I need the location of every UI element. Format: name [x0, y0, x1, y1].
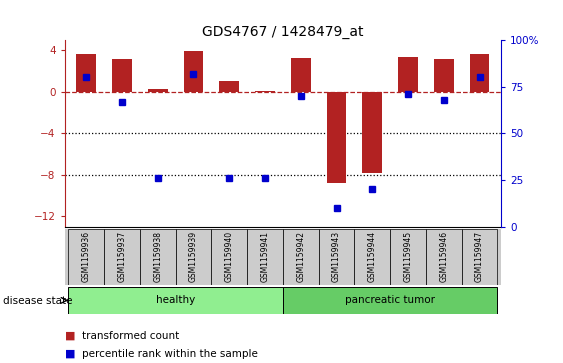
Text: disease state: disease state — [3, 295, 72, 306]
Text: ■: ■ — [65, 331, 75, 341]
Text: GSM1159943: GSM1159943 — [332, 231, 341, 282]
Bar — [247, 229, 283, 285]
Bar — [327, 92, 346, 183]
Bar — [184, 51, 203, 92]
Text: GSM1159946: GSM1159946 — [439, 231, 448, 282]
Text: GSM1159945: GSM1159945 — [404, 231, 413, 282]
Text: GSM1159944: GSM1159944 — [368, 231, 377, 282]
Bar — [363, 92, 382, 173]
Bar — [462, 229, 498, 285]
Text: GSM1159941: GSM1159941 — [261, 231, 270, 282]
Text: GSM1159947: GSM1159947 — [475, 231, 484, 282]
Bar — [398, 57, 418, 92]
Bar — [68, 287, 283, 314]
Text: GSM1159942: GSM1159942 — [296, 231, 305, 282]
Text: GSM1159938: GSM1159938 — [153, 231, 162, 282]
Bar — [77, 54, 96, 92]
Title: GDS4767 / 1428479_at: GDS4767 / 1428479_at — [202, 25, 364, 39]
Text: percentile rank within the sample: percentile rank within the sample — [82, 349, 257, 359]
Bar — [220, 81, 239, 92]
Bar — [283, 287, 498, 314]
Text: healthy: healthy — [156, 295, 195, 305]
Bar — [211, 229, 247, 285]
Bar — [355, 229, 390, 285]
Bar — [319, 229, 355, 285]
Bar — [68, 229, 104, 285]
Bar — [291, 58, 311, 92]
Bar — [104, 229, 140, 285]
Text: GSM1159940: GSM1159940 — [225, 231, 234, 282]
Text: ■: ■ — [65, 349, 75, 359]
Bar — [112, 58, 132, 92]
Bar — [283, 229, 319, 285]
Bar — [390, 229, 426, 285]
Bar — [470, 54, 489, 92]
Text: GSM1159937: GSM1159937 — [118, 231, 127, 282]
Bar — [434, 58, 454, 92]
Bar — [148, 89, 168, 92]
Text: transformed count: transformed count — [82, 331, 179, 341]
Text: GSM1159936: GSM1159936 — [82, 231, 91, 282]
Bar — [426, 229, 462, 285]
Text: GSM1159939: GSM1159939 — [189, 231, 198, 282]
Bar — [176, 229, 211, 285]
Text: pancreatic tumor: pancreatic tumor — [345, 295, 435, 305]
Bar — [255, 91, 275, 92]
Bar — [140, 229, 176, 285]
